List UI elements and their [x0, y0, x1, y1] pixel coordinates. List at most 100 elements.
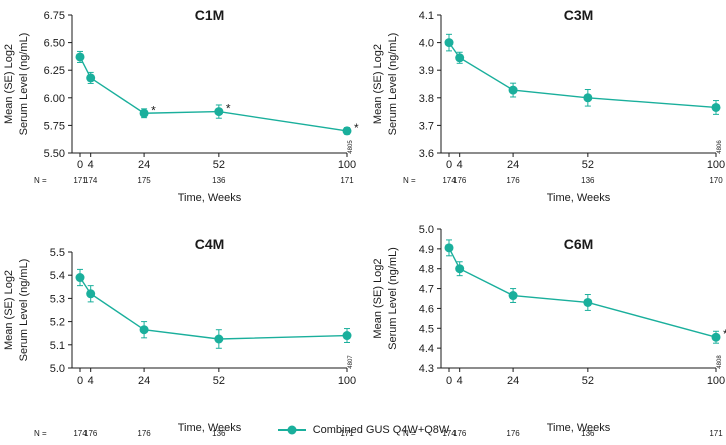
- x-tick-label: 24: [507, 159, 519, 171]
- y-tick-label: 5.4: [50, 270, 65, 282]
- figure-code: 4807: [348, 355, 354, 369]
- n-row-label: N =: [34, 176, 47, 185]
- significance-marker: *: [151, 103, 156, 117]
- y-tick-label: 6.00: [44, 93, 65, 105]
- data-point: [455, 264, 465, 274]
- n-value: 174: [442, 429, 456, 438]
- x-tick-label: 100: [707, 375, 725, 387]
- n-row-label: N =: [403, 429, 416, 438]
- n-value: 176: [84, 429, 98, 438]
- data-point: [342, 331, 352, 341]
- data-point: [583, 93, 593, 103]
- data-point: [508, 291, 518, 301]
- y-tick-label: 5.0: [419, 224, 434, 236]
- data-point: [139, 325, 149, 335]
- data-point: [139, 108, 149, 118]
- n-value: 174: [73, 429, 87, 438]
- y-tick-label: 5.2: [50, 317, 65, 329]
- y-tick-label: 4.6: [419, 303, 434, 315]
- chart-title: C3M: [564, 7, 594, 23]
- series-line: [79, 277, 348, 340]
- y-tick-label: 6.50: [44, 38, 65, 50]
- n-value: 171: [340, 429, 354, 438]
- n-value: 136: [212, 429, 226, 438]
- x-tick-label: 0: [77, 159, 83, 171]
- data-point: [444, 243, 454, 253]
- x-tick-label: 4: [457, 159, 463, 171]
- x-tick-label: 24: [507, 375, 519, 387]
- y-tick-label: 4.5: [419, 323, 434, 335]
- y-tick-label: 4.1: [419, 10, 434, 22]
- chart-title: C1M: [195, 7, 225, 23]
- y-tick-label: 5.5: [50, 247, 65, 259]
- n-row-label: N =: [34, 429, 47, 438]
- y-tick-label: 5.0: [50, 363, 65, 375]
- x-tick-label: 52: [582, 375, 594, 387]
- y-axis-label-line2: Serum Level (ng/mL): [387, 33, 399, 136]
- n-value: 176: [453, 176, 467, 185]
- x-axis-label: Time, Weeks: [178, 192, 242, 204]
- n-value: 174: [84, 176, 98, 185]
- legend-item: Combined GUS Q4W+Q8W: [277, 424, 450, 436]
- n-value: 176: [453, 429, 467, 438]
- legend-marker-icon: [277, 425, 306, 435]
- n-value: 176: [137, 429, 151, 438]
- n-value: 171: [709, 429, 723, 438]
- n-row-label: N =: [403, 176, 416, 185]
- y-axis-label-line2: Serum Level (ng/mL): [18, 259, 30, 362]
- legend-dot: [287, 425, 297, 435]
- data-point: [214, 334, 224, 344]
- chart-panel-c1m: C1M5.505.756.006.256.506.750171417424175…: [3, 7, 359, 204]
- significance-marker: *: [226, 102, 231, 116]
- data-point: [455, 53, 465, 63]
- n-value: 175: [137, 176, 151, 185]
- data-point: [214, 107, 224, 117]
- series-line: [79, 56, 348, 132]
- n-value: 136: [581, 429, 595, 438]
- y-tick-label: 5.3: [50, 293, 65, 305]
- y-tick-label: 4.7: [419, 284, 434, 296]
- data-point: [711, 102, 721, 112]
- x-tick-label: 4: [88, 159, 94, 171]
- x-axis-label: Time, Weeks: [547, 192, 611, 204]
- y-tick-label: 4.8: [419, 264, 434, 276]
- x-tick-label: 4: [457, 375, 463, 387]
- y-tick-label: 3.7: [419, 120, 434, 132]
- n-value: 171: [340, 176, 354, 185]
- chart-title: C4M: [195, 236, 225, 252]
- n-value: 136: [581, 176, 595, 185]
- x-tick-label: 52: [213, 375, 225, 387]
- y-tick-label: 3.8: [419, 93, 434, 105]
- legend: Combined GUS Q4W+Q8W: [0, 424, 726, 439]
- data-point: [75, 52, 85, 62]
- x-axis-label: Time, Weeks: [547, 422, 611, 434]
- y-tick-label: 5.75: [44, 120, 65, 132]
- x-tick-label: 0: [446, 159, 452, 171]
- figure-code: 4805: [348, 140, 354, 154]
- y-tick-label: 6.25: [44, 65, 65, 77]
- data-point: [86, 73, 96, 83]
- n-value: 170: [709, 176, 723, 185]
- x-tick-label: 0: [77, 375, 83, 387]
- x-tick-label: 24: [138, 159, 150, 171]
- x-tick-label: 0: [446, 375, 452, 387]
- chart-title: C6M: [564, 236, 594, 252]
- chart-panel-c6m: C6M 4.3 4.4 4.5 4.6 4.7 4.8 4.9 5.0 0 174 4 176 24 176…: [372, 224, 726, 438]
- data-point: [711, 332, 721, 342]
- data-point: [444, 38, 454, 48]
- significance-marker: *: [354, 121, 359, 135]
- legend-label: Combined GUS Q4W+Q8W: [312, 424, 450, 436]
- y-axis-label-line2: Serum Level (ng/mL): [18, 33, 30, 136]
- x-tick-label: 100: [338, 375, 356, 387]
- series-line: [448, 42, 717, 109]
- n-value: 174: [442, 176, 456, 185]
- y-tick-label: 4.4: [419, 343, 434, 355]
- n-value: 176: [506, 176, 520, 185]
- y-tick-label: 4.0: [419, 38, 434, 50]
- figure-code: 4806: [717, 140, 723, 154]
- chart-panel-c4m: C4M 5.0 5.1 5.2 5.3 5.4 5.5 0 174 4 176 24 176 52 136 1…: [3, 236, 356, 438]
- y-axis-label-line1: Mean (SE) Log2: [372, 258, 384, 338]
- x-axis-label: Time, Weeks: [178, 422, 242, 434]
